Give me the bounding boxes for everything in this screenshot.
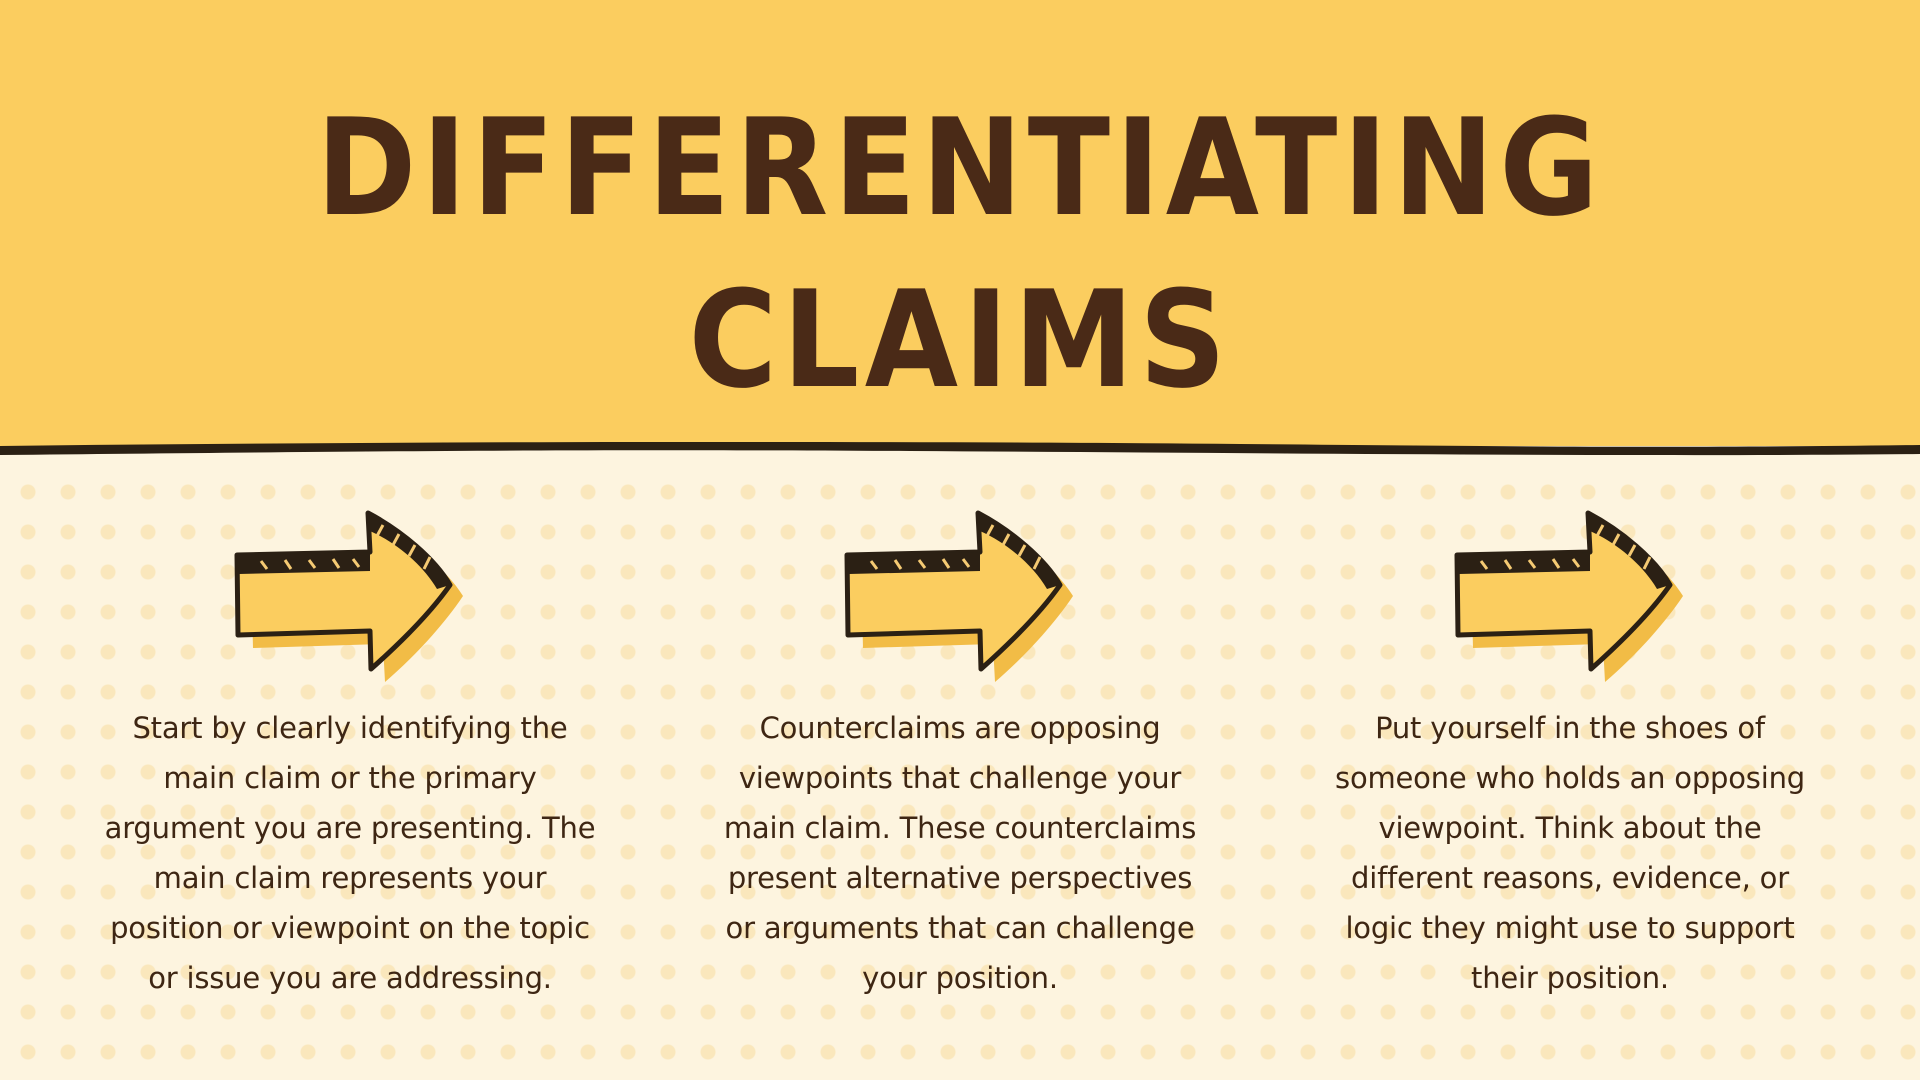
card-text: Counterclaims are opposing viewpoints th… [723,711,1197,995]
header-band [0,0,1920,446]
header-divider [0,441,1920,456]
title-line-2: CLAIMS [688,262,1232,418]
card-text: Start by clearly identifying the main cl… [104,711,596,995]
right-arrow-icon [844,510,1073,682]
right-arrow-icon [1454,510,1683,682]
card-text: Put yourself in the shoes of someone who… [1335,711,1805,995]
page-title: DIFFERENTIATING CLAIMS [96,82,1824,426]
right-arrow-icon [234,510,463,682]
title-line-1: DIFFERENTIATING [316,90,1604,246]
